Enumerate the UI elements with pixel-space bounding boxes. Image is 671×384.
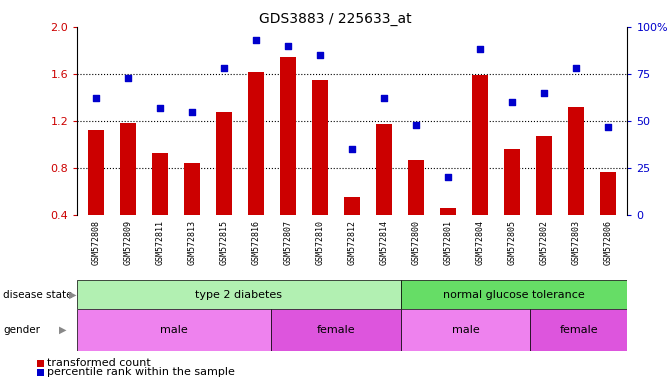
Text: GSM572811: GSM572811	[156, 220, 165, 265]
Point	[475, 46, 486, 53]
Text: male: male	[160, 325, 188, 335]
Point	[539, 90, 550, 96]
Point	[315, 52, 325, 58]
Text: GSM572808: GSM572808	[92, 220, 101, 265]
Bar	[271, 309, 401, 351]
Bar	[89, 131, 105, 215]
Text: ▶: ▶	[58, 325, 66, 335]
Text: GSM572806: GSM572806	[604, 220, 613, 265]
Text: GSM572809: GSM572809	[124, 220, 133, 265]
Point	[187, 109, 198, 115]
Bar	[77, 309, 271, 351]
Point	[251, 37, 262, 43]
Text: GSM572815: GSM572815	[220, 220, 229, 265]
Text: GSM572801: GSM572801	[444, 220, 453, 265]
Bar	[440, 208, 456, 215]
Point	[91, 95, 102, 101]
Text: GSM572814: GSM572814	[380, 220, 389, 265]
Text: ▶: ▶	[68, 290, 76, 300]
Bar	[530, 309, 627, 351]
Text: transformed count: transformed count	[47, 358, 151, 368]
Point	[507, 99, 517, 105]
Text: GSM572805: GSM572805	[508, 220, 517, 265]
Bar	[472, 75, 488, 215]
Bar	[185, 163, 201, 215]
Point	[571, 65, 582, 71]
Bar	[248, 71, 264, 215]
Bar	[600, 172, 616, 215]
Bar	[312, 80, 328, 215]
Bar	[401, 280, 627, 309]
Text: GDS3883 / 225633_at: GDS3883 / 225633_at	[259, 12, 412, 25]
Bar	[568, 107, 584, 215]
Point	[219, 65, 229, 71]
Bar	[216, 112, 232, 215]
Text: type 2 diabetes: type 2 diabetes	[195, 290, 282, 300]
Text: disease state: disease state	[3, 290, 73, 300]
Text: GSM572804: GSM572804	[476, 220, 484, 265]
Bar	[536, 136, 552, 215]
Text: GSM572816: GSM572816	[252, 220, 261, 265]
Point	[283, 43, 294, 49]
Text: GSM572813: GSM572813	[188, 220, 197, 265]
Text: male: male	[452, 325, 480, 335]
Bar	[401, 309, 530, 351]
Bar	[344, 197, 360, 215]
Bar	[77, 280, 401, 309]
Bar	[504, 149, 520, 215]
Bar	[408, 160, 424, 215]
Text: gender: gender	[3, 325, 40, 335]
Point	[603, 124, 613, 130]
Point	[155, 105, 166, 111]
Text: GSM572807: GSM572807	[284, 220, 293, 265]
Point	[379, 95, 390, 101]
Point	[123, 74, 134, 81]
Text: percentile rank within the sample: percentile rank within the sample	[47, 367, 235, 377]
Bar	[280, 58, 297, 215]
Point	[443, 174, 454, 180]
Text: female: female	[317, 325, 356, 335]
Text: GSM572810: GSM572810	[316, 220, 325, 265]
Text: normal glucose tolerance: normal glucose tolerance	[444, 290, 585, 300]
Bar	[376, 124, 393, 215]
Bar	[120, 123, 136, 215]
Point	[347, 146, 358, 152]
Bar	[152, 153, 168, 215]
Point	[411, 122, 421, 128]
Text: GSM572800: GSM572800	[412, 220, 421, 265]
Text: GSM572803: GSM572803	[572, 220, 580, 265]
Text: female: female	[560, 325, 598, 335]
Text: GSM572802: GSM572802	[539, 220, 549, 265]
Text: GSM572812: GSM572812	[348, 220, 357, 265]
